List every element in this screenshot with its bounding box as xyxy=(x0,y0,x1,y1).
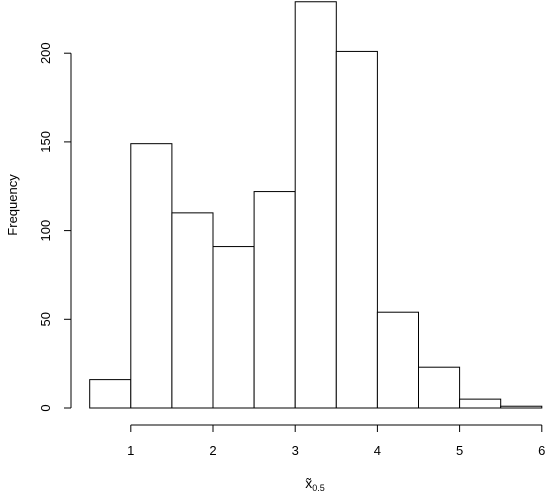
histogram-bar-7 xyxy=(376,311,419,409)
x-tick-label: 1 xyxy=(127,443,134,458)
x-axis-label-main: x̃ xyxy=(305,475,312,491)
histogram-bar-9 xyxy=(459,398,502,409)
histogram-bar-0 xyxy=(89,379,132,409)
y-tick-label: 0 xyxy=(38,404,53,411)
x-axis-label: x̃0.5 xyxy=(305,475,325,493)
histogram-bar-6 xyxy=(335,50,378,409)
y-axis: 0 50 100 150 200 xyxy=(38,42,72,412)
bars-group xyxy=(89,1,543,409)
histogram-bar-2 xyxy=(171,212,214,409)
x-tick-label: 3 xyxy=(292,443,299,458)
x-tick-label: 2 xyxy=(209,443,216,458)
histogram-bar-8 xyxy=(418,366,461,409)
histogram-bar-5 xyxy=(294,1,337,409)
y-tick-label: 200 xyxy=(38,42,53,64)
x-axis: 1 2 3 4 5 6 xyxy=(127,424,545,458)
histogram-bar-3 xyxy=(212,246,255,409)
y-tick-label: 50 xyxy=(38,312,53,326)
x-tick-label: 6 xyxy=(538,443,545,458)
histogram-bar-1 xyxy=(130,143,173,409)
x-axis-label-subscript: 0.5 xyxy=(312,483,325,493)
x-tick-label: 4 xyxy=(374,443,381,458)
x-tick-label: 5 xyxy=(456,443,463,458)
y-tick-label: 150 xyxy=(38,131,53,153)
histogram-bar-4 xyxy=(253,191,296,409)
y-tick-label: 100 xyxy=(38,220,53,242)
y-axis-label: Frequency xyxy=(5,174,20,236)
histogram-bar-10 xyxy=(500,405,543,409)
